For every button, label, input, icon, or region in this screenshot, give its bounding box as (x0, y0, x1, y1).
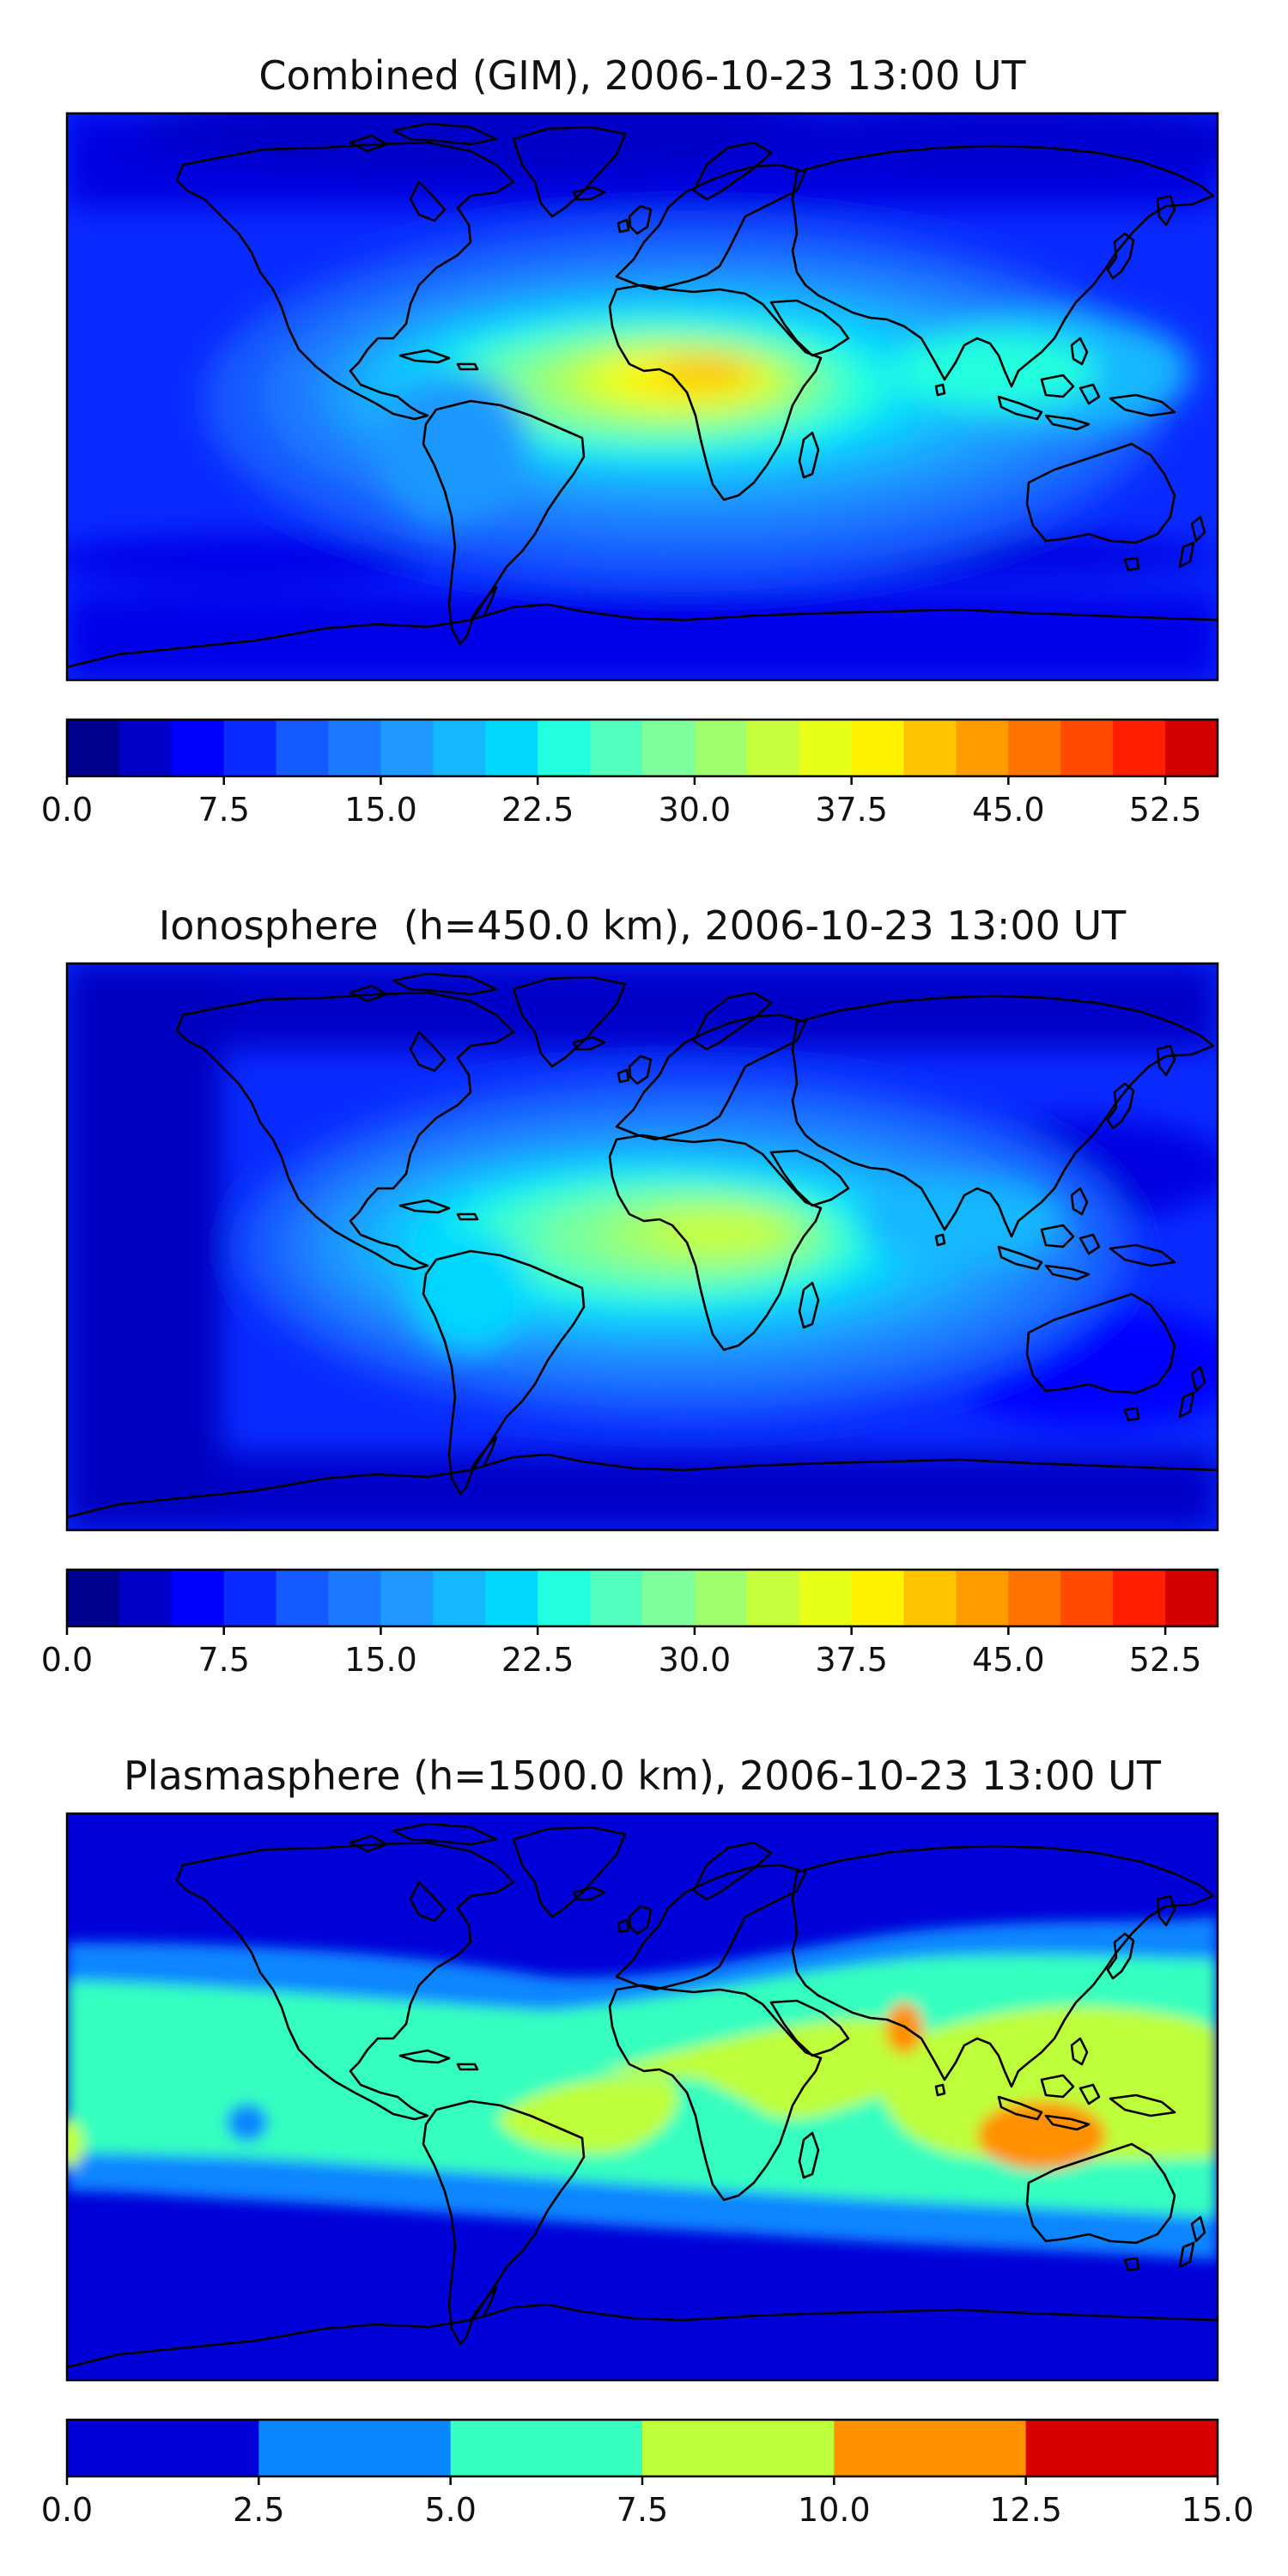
panel-combined: Combined (GIM), 2006-10-23 13:00 UT (41, 52, 1219, 829)
colorbar-segment (590, 720, 643, 776)
colorbar-segment (851, 720, 905, 776)
colorbar-segment (485, 720, 538, 776)
colorbar-segment (1113, 720, 1166, 776)
map-frame (65, 1812, 1219, 2382)
colorbar-segment (538, 1570, 591, 1626)
colorbar-tick-label: 45.0 (972, 1641, 1045, 1679)
colorbar-tick-label: 45.0 (972, 791, 1045, 829)
colorbar-segment (956, 720, 1009, 776)
colorbar-segment (118, 1570, 173, 1626)
colorbar-tick-label: 15.0 (344, 791, 417, 829)
colorbar-segment (67, 2420, 259, 2476)
colorbar-segment (642, 1570, 696, 1626)
colorbar-segment (746, 1570, 800, 1626)
chart-title: Plasmasphere (h=1500.0 km), 2006-10-23 1… (124, 1753, 1162, 1799)
colorbar-segment (956, 1570, 1009, 1626)
colorbar-segment (328, 1570, 382, 1626)
colorbar-segment (328, 720, 382, 776)
colorbar-segment (433, 1570, 486, 1626)
chart-title: Ionosphere (h=450.0 km), 2006-10-23 13:0… (159, 902, 1127, 949)
colorbar-tick-label: 22.5 (501, 791, 574, 829)
colorbar-segment (171, 1570, 225, 1626)
colorbar-segment (1060, 720, 1114, 776)
colorbar-segment (67, 720, 120, 776)
colorbar-segment (903, 1570, 957, 1626)
colorbar-tick-label: 0.0 (41, 791, 93, 829)
colorbar-segment (746, 720, 800, 776)
colorbar-segment (380, 1570, 434, 1626)
colorbar-segment (276, 1570, 330, 1626)
colorbar-segment (67, 1570, 120, 1626)
colorbar-segment (1165, 1570, 1218, 1626)
colorbar-tick-label: 0.0 (41, 2491, 93, 2529)
colorbar-tick-label: 37.5 (815, 791, 888, 829)
colorbar-tick-label: 22.5 (501, 1641, 574, 1679)
panel-ionosphere: Ionosphere (h=450.0 km), 2006-10-23 13:0… (41, 902, 1219, 1679)
chart-title: Combined (GIM), 2006-10-23 13:00 UT (258, 52, 1026, 99)
colorbar-tick-label: 2.5 (233, 2491, 284, 2529)
colorbar-tick-label: 10.0 (798, 2491, 871, 2529)
colorbar-tick-label: 37.5 (815, 1641, 888, 1679)
colorbar-tick-label: 0.0 (41, 1641, 93, 1679)
colorbar-segment (450, 2420, 643, 2476)
colorbar-segment (903, 720, 957, 776)
colorbar-tick-label: 52.5 (1129, 791, 1202, 829)
colorbar-segment (1165, 720, 1218, 776)
map-frame (65, 112, 1219, 682)
colorbar: 0.0 2.5 5.0 7.5 10.0 12.5 15.0 (41, 2418, 1255, 2529)
colorbar: 0.0 7.5 15.0 22.5 30.0 37.5 45.0 52.5 (41, 718, 1219, 829)
colorbar-segment (118, 720, 173, 776)
colorbar-segment (223, 720, 277, 776)
colorbar-tick-label: 15.0 (1182, 2491, 1255, 2529)
colorbar: 0.0 7.5 15.0 22.5 30.0 37.5 45.0 52.5 (41, 1568, 1219, 1679)
colorbar-tick-label: 30.0 (659, 1641, 732, 1679)
colorbar-tick-label: 12.5 (989, 2491, 1062, 2529)
colorbar-segment (276, 720, 330, 776)
colorbar-segment (1025, 2420, 1218, 2476)
colorbar-segment (171, 720, 225, 776)
colorbar-tick-label: 7.5 (198, 791, 250, 829)
colorbar-segment (642, 720, 696, 776)
colorbar-segment (642, 2420, 835, 2476)
colorbar-tick-label: 15.0 (344, 1641, 417, 1679)
colorbar-segment (799, 1570, 853, 1626)
map-frame (65, 962, 1219, 1532)
colorbar-segment (1060, 1570, 1114, 1626)
colorbar-segment (223, 1570, 277, 1626)
colorbar-segment (1113, 1570, 1166, 1626)
colorbar-segment (433, 720, 486, 776)
colorbar-segment (590, 1570, 643, 1626)
colorbar-segment (538, 720, 591, 776)
colorbar-segment (380, 720, 434, 776)
colorbar-segment (694, 720, 748, 776)
colorbar-segment (694, 1570, 748, 1626)
colorbar-tick-label: 52.5 (1129, 1641, 1202, 1679)
colorbar-tick-label: 5.0 (424, 2491, 476, 2529)
colorbar-segment (834, 2420, 1027, 2476)
map-field (67, 1814, 1218, 2380)
colorbar-tick-label: 7.5 (617, 2491, 668, 2529)
colorbar-segment (485, 1570, 538, 1626)
colorbar-segment (258, 2420, 452, 2476)
map-field (67, 113, 1218, 680)
map-field (67, 963, 1218, 1530)
colorbar-segment (1008, 720, 1061, 776)
colorbar-tick-label: 30.0 (659, 791, 732, 829)
colorbar-segment (799, 720, 853, 776)
colorbar-tick-label: 7.5 (198, 1641, 250, 1679)
panel-plasmasphere: Plasmasphere (h=1500.0 km), 2006-10-23 1… (41, 1753, 1255, 2529)
colorbar-segment (1008, 1570, 1061, 1626)
colorbar-segment (851, 1570, 905, 1626)
